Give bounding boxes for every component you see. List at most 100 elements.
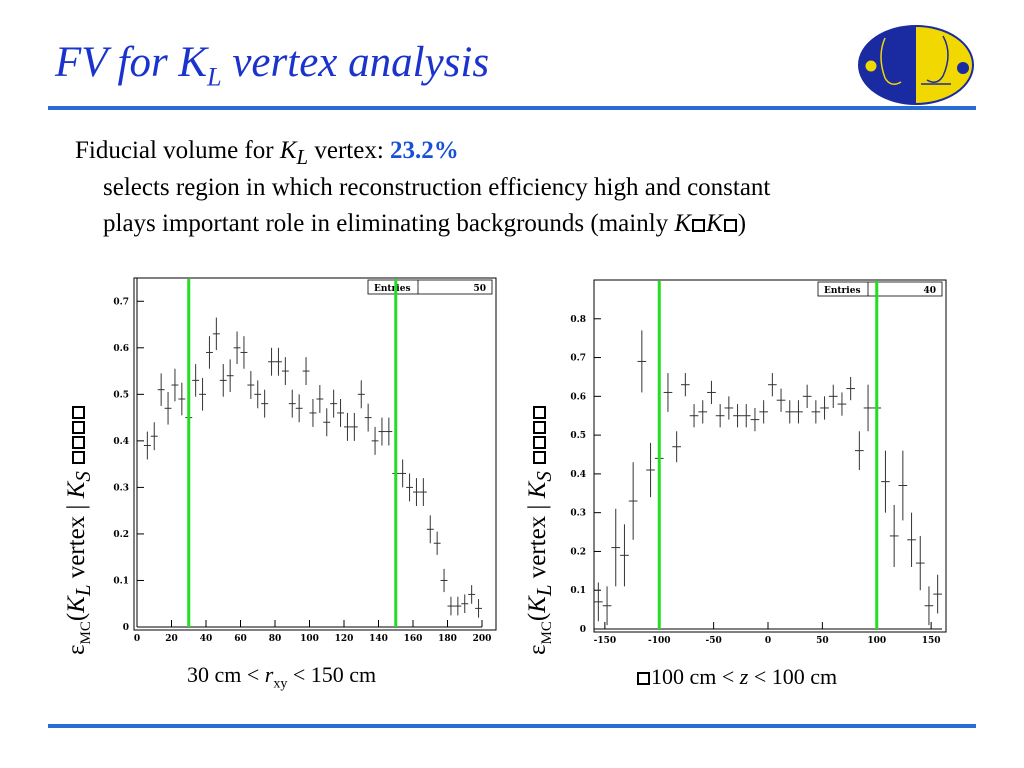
data-point: [344, 412, 351, 441]
data-point: [724, 396, 734, 420]
data-point: [378, 417, 386, 446]
data-point: [602, 586, 612, 626]
data-point: [164, 392, 172, 425]
data-point: [715, 404, 725, 428]
stats-box-frame: [367, 279, 493, 295]
data-point: [406, 473, 413, 502]
z-efficiency-chart: Entries 40 0 0.1 0.2 0.3 0.4 0.5 0.6 0.7 0.8 -150 -1…: [570, 279, 947, 646]
data-point: [611, 508, 621, 587]
data-point: [689, 404, 699, 428]
x-tick-label: -100: [648, 636, 671, 646]
data-point: [178, 382, 186, 416]
missing-glyph-icon: [637, 672, 650, 686]
data-point: [433, 531, 441, 555]
y-tick-label: 0.7: [570, 354, 586, 364]
y-tick-label: 0.4: [113, 437, 129, 447]
stats-box: Entries 50: [367, 279, 493, 295]
data-point: [461, 594, 469, 614]
data-point: [863, 384, 873, 432]
right-ylabel: εMC(KL vertex | KS: [524, 405, 557, 655]
data-point: [811, 400, 821, 424]
y-tick-label: 0.6: [570, 392, 586, 402]
missing-glyph-icon: [723, 218, 737, 232]
x-tick-label: 140: [369, 634, 388, 644]
data-point: [855, 431, 864, 471]
data-point: [733, 404, 742, 428]
x-tick-label: 50: [816, 636, 829, 646]
data-point: [226, 359, 234, 393]
data-point: [385, 417, 393, 446]
x-tick-label: 200: [473, 634, 492, 644]
data-point: [268, 347, 275, 376]
right-caption: 100 cm < z < 100 cm: [636, 664, 837, 690]
data-point: [240, 336, 248, 369]
data-point: [924, 586, 934, 626]
x-tick-label: 0: [134, 634, 140, 644]
y-tick-label: 0.8: [570, 315, 586, 325]
y-tick-label: 0: [123, 623, 129, 633]
y-tick-label: 0.1: [570, 586, 586, 596]
data-point: [426, 515, 434, 544]
data-point: [898, 450, 908, 521]
data-point: [143, 431, 151, 460]
data-point: [281, 357, 289, 386]
stats-entries-value: 40: [923, 286, 936, 296]
data-point: [707, 380, 716, 405]
data-point: [628, 462, 638, 540]
data-point: [199, 378, 206, 411]
missing-glyph-icon: [532, 435, 546, 449]
y-tick-label: 0.5: [113, 390, 129, 400]
data-point: [881, 450, 890, 513]
data-point: [889, 504, 899, 567]
data-point: [454, 596, 462, 616]
data-point: [933, 574, 942, 614]
missing-glyph-icon: [71, 450, 85, 464]
chart-frame: [133, 277, 497, 631]
data-point: [440, 568, 448, 593]
left-ylabel: εMC(KL vertex | KS: [63, 405, 96, 655]
missing-glyph-icon: [71, 435, 85, 449]
data-point: [316, 385, 324, 413]
data-point: [275, 347, 282, 376]
data-point: [371, 426, 379, 455]
x-tick-label: -150: [594, 636, 617, 646]
missing-glyph-icon: [532, 405, 546, 419]
fiducial-volume-line: Fiducial volume for KL vertex: 23.2%: [75, 137, 459, 169]
y-tick-label: 0: [580, 625, 586, 635]
x-tick-label: 150: [922, 636, 941, 646]
data-point: [350, 412, 358, 441]
y-tick-label: 0.3: [113, 483, 129, 493]
data-point: [785, 400, 795, 424]
data-point: [254, 380, 262, 409]
data-point: [837, 392, 847, 416]
data-point: [663, 373, 673, 412]
data-point: [413, 478, 420, 507]
x-tick-label: 160: [404, 634, 423, 644]
data-point: [646, 442, 655, 498]
data-point: [698, 400, 708, 424]
data-point: [907, 512, 916, 567]
data-point: [672, 431, 681, 463]
data-point: [150, 422, 158, 451]
data-point: [219, 364, 227, 397]
x-tick-label: 0: [765, 636, 771, 646]
y-tick-label: 0.7: [113, 297, 129, 307]
missing-glyph-icon: [692, 218, 706, 232]
x-tick-label: 20: [165, 634, 178, 644]
x-tick-label: 120: [335, 634, 354, 644]
bottom-rule: [48, 724, 976, 728]
data-point: [419, 478, 427, 507]
y-tick-label: 0.1: [113, 576, 129, 586]
data-point: [828, 384, 838, 408]
data-point: [288, 389, 296, 418]
data-point: [447, 596, 455, 616]
data-point: [681, 373, 690, 397]
data-point: [759, 400, 768, 424]
slide-title: FV for KL vertex analysis: [55, 39, 490, 92]
data-point: [399, 459, 407, 488]
data-point: [261, 389, 269, 418]
data-point: [750, 407, 760, 432]
x-tick-label: 60: [234, 634, 247, 644]
y-tick-label: 0.2: [113, 530, 129, 540]
y-tick-label: 0.4: [570, 470, 586, 480]
